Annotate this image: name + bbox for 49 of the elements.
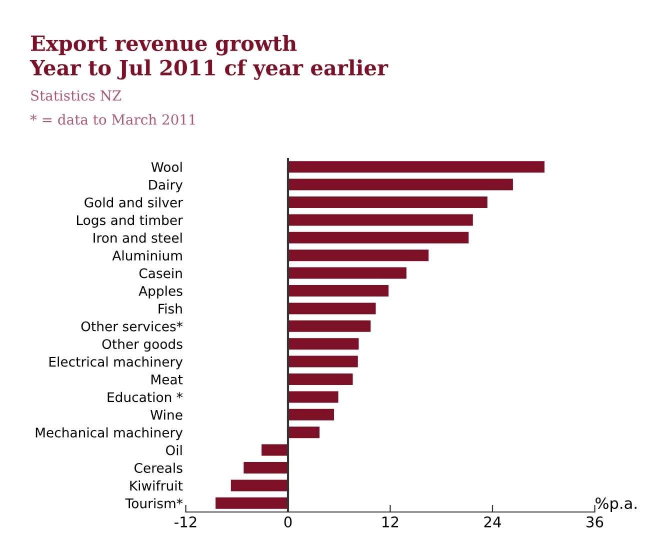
x-tick-label: 12 bbox=[382, 516, 398, 528]
bar bbox=[288, 285, 389, 297]
bar bbox=[288, 408, 334, 420]
y-tick-label: Cereals bbox=[134, 462, 182, 473]
x-axis-title: %p.a. bbox=[596, 497, 636, 512]
y-tick-label: Meat bbox=[152, 374, 183, 384]
bar bbox=[288, 178, 513, 190]
y-tick-label: Aluminium bbox=[112, 250, 182, 261]
y-tick-label: Logs and timber bbox=[77, 214, 183, 228]
y-tick-label: Education * bbox=[108, 392, 183, 402]
bar bbox=[288, 426, 320, 438]
bar bbox=[288, 391, 338, 403]
bar bbox=[288, 161, 544, 173]
x-tick-label: 0 bbox=[284, 516, 292, 528]
x-tick-label: -12 bbox=[174, 516, 196, 528]
y-tick-label: Electrical machinery bbox=[49, 356, 183, 370]
text: * = data to March 2011 bbox=[30, 114, 195, 125]
y-tick-label: Gold and silver bbox=[84, 197, 183, 208]
bar bbox=[288, 320, 371, 332]
bar bbox=[230, 480, 288, 492]
y-tick-label: Tourism* bbox=[125, 498, 183, 508]
y-tick-label: Dairy bbox=[149, 180, 183, 192]
y-tick-label: Mechanical machinery bbox=[36, 427, 183, 440]
y-tick-label: Kiwifruit bbox=[130, 480, 183, 491]
y-tick-label: Oil bbox=[166, 445, 182, 456]
x-tick-label: 36 bbox=[586, 516, 604, 528]
bar bbox=[262, 444, 288, 456]
y-tick-label: Wool bbox=[151, 162, 182, 172]
bar bbox=[288, 250, 429, 262]
y-tick-label: Casein bbox=[139, 268, 182, 278]
y-tick-label: Other goods bbox=[102, 338, 182, 352]
bar bbox=[288, 374, 353, 386]
y-tick-label: Fish bbox=[158, 303, 182, 314]
bar bbox=[288, 338, 359, 350]
chart-title: Export revenue growth Year to Jul 2011 cf year earlier bbox=[30, 35, 388, 80]
bar bbox=[244, 462, 288, 474]
chart-subtitle: Statistics NZ bbox=[31, 90, 122, 101]
bar bbox=[288, 267, 406, 279]
y-tick-label: Iron and steel bbox=[94, 232, 182, 243]
bar bbox=[288, 214, 473, 226]
bar bbox=[216, 497, 288, 509]
x-tick-label: 24 bbox=[484, 516, 501, 528]
bar bbox=[288, 302, 376, 314]
y-tick-label: Apples bbox=[138, 286, 182, 299]
y-tick-label: Wine bbox=[150, 410, 182, 420]
bar bbox=[288, 232, 469, 244]
y-tick-label: Other services* bbox=[81, 321, 183, 332]
bar bbox=[288, 196, 488, 208]
bar bbox=[288, 356, 358, 368]
